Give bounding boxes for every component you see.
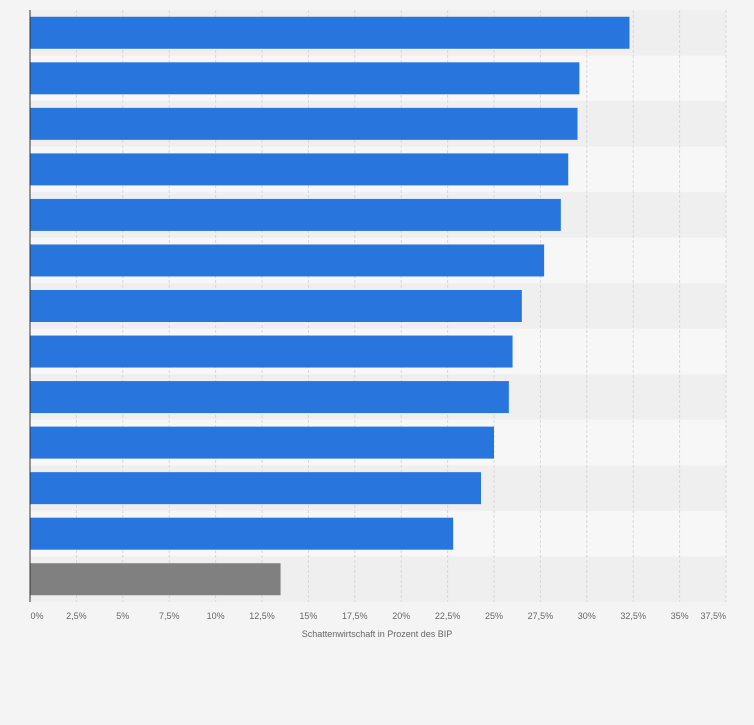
bar[interactable] — [30, 244, 545, 277]
x-tick-label: 20% — [392, 611, 410, 621]
x-tick-label: 30% — [578, 611, 596, 621]
bars — [30, 16, 630, 596]
x-tick-labels: 0% 2,5% 5% 7,5% 10% 12,5% 15% 17,5% 20% 22,5% 25% 2… — [30, 611, 726, 621]
bar[interactable] — [30, 472, 482, 505]
x-tick-label: 15% — [299, 611, 317, 621]
x-tick-label: 5% — [116, 611, 129, 621]
x-tick-label: 22,5% — [435, 611, 461, 621]
x-tick-label: 32,5% — [620, 611, 646, 621]
x-tick-label: 35% — [671, 611, 689, 621]
bar[interactable] — [30, 335, 513, 368]
bar[interactable] — [30, 107, 578, 140]
bar[interactable] — [30, 198, 561, 231]
bar[interactable] — [30, 563, 281, 596]
x-tick-label: 0% — [30, 611, 43, 621]
bar[interactable] — [30, 290, 522, 322]
x-tick-label: 10% — [207, 611, 225, 621]
bar[interactable] — [30, 426, 494, 459]
bar[interactable] — [30, 517, 454, 550]
x-tick-label: 25% — [485, 611, 503, 621]
bar[interactable] — [30, 62, 580, 95]
x-axis-label: Schattenwirtschaft in Prozent des BIP — [302, 629, 453, 639]
bar[interactable] — [30, 16, 630, 49]
x-tick-label: 2,5% — [66, 611, 87, 621]
x-tick-label: 7,5% — [159, 611, 180, 621]
bar[interactable] — [30, 381, 509, 414]
x-tick-label: 27,5% — [528, 611, 554, 621]
x-tick-label: 37,5% — [700, 611, 726, 621]
x-tick-label: 17,5% — [342, 611, 368, 621]
bar[interactable] — [30, 153, 569, 186]
x-tick-label: 12,5% — [249, 611, 275, 621]
